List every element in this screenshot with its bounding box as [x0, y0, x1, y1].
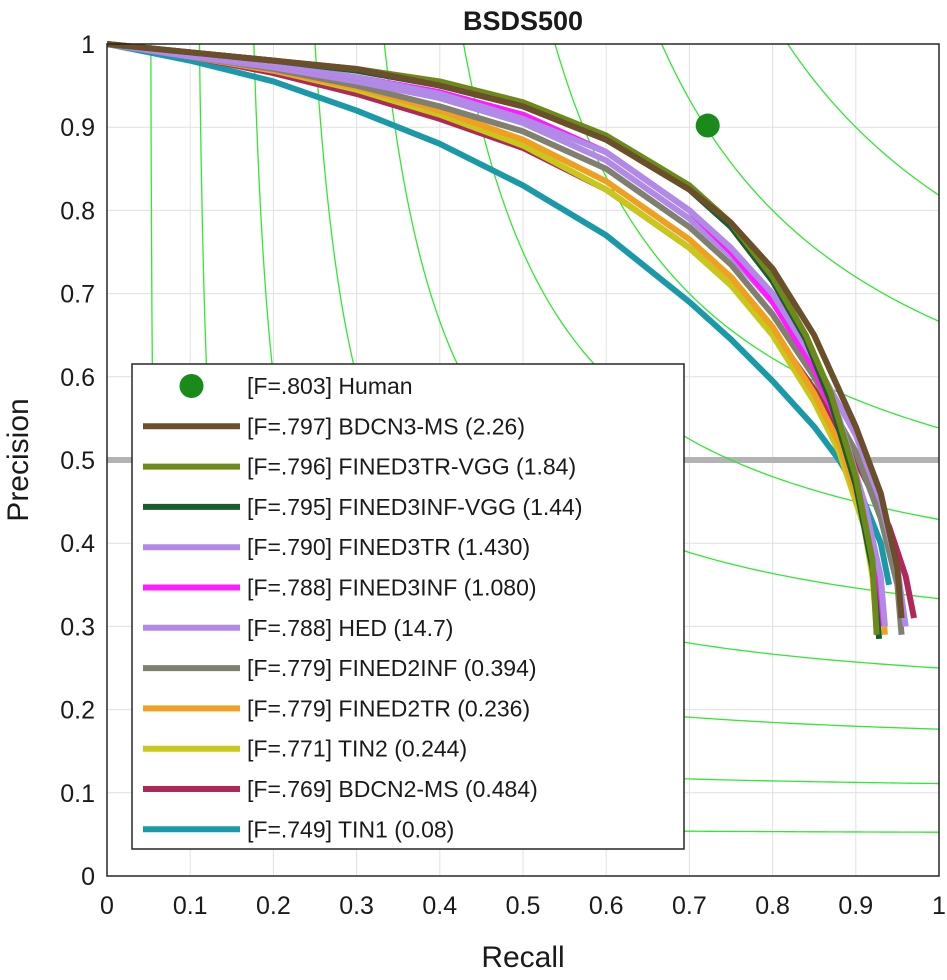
y-axis-title: Precision	[2, 398, 35, 521]
x-tick-label-4: 0.4	[422, 892, 457, 920]
x-tick-label-9: 0.9	[838, 892, 873, 920]
legend-human-label: [F=.803] Human	[247, 373, 413, 399]
legend-label-3: [F=.790] FINED3TR (1.430)	[247, 534, 530, 560]
series-line-0	[106, 41, 905, 619]
legend-label-8: [F=.771] TIN2 (0.244)	[247, 736, 467, 762]
series-layer	[106, 41, 917, 640]
legend-box	[131, 363, 685, 850]
x-tick-label-2: 0.2	[256, 892, 291, 920]
x-tick-label-3: 0.3	[339, 892, 374, 920]
legend-label-7: [F=.779] FINED2TR (0.236)	[247, 695, 530, 721]
y-tick-label-7: 0.7	[60, 281, 95, 309]
x-tick-label-5: 0.5	[506, 892, 541, 920]
y-tick-label-4: 0.4	[60, 530, 95, 558]
iso-f-line-0.9	[786, 44, 939, 196]
x-tick-label-10: 1	[932, 892, 946, 920]
legend-label-1: [F=.796] FINED3TR-VGG (1.84)	[247, 454, 576, 480]
tick-layer: 0 0.1 0.2 0.3 0.4 0.5 0.6 0.7 0.8 0.9 1 0 0.1 0.2 0.3 0…	[60, 31, 946, 920]
iso-f-line-0.7	[554, 44, 939, 429]
legend-label-2: [F=.795] FINED3INF-VGG (1.44)	[247, 494, 583, 520]
legend-items: [F=.803] Human [F=.797] BDCN3-MS (2.26) [F…	[143, 373, 583, 842]
y-tick-label-6: 0.6	[60, 364, 95, 392]
legend-label-6: [F=.779] FINED2INF (0.394)	[247, 655, 537, 681]
y-tick-label-2: 0.2	[60, 697, 95, 725]
y-tick-label-1: 0.1	[60, 780, 95, 808]
human-point	[695, 113, 720, 138]
iso-f-line-0.8	[660, 44, 939, 322]
legend-label-4: [F=.788] FINED3INF (1.080)	[247, 575, 537, 601]
y-tick-label-0: 0	[81, 863, 95, 891]
human-layer	[695, 113, 720, 138]
legend: [F=.803] Human [F=.797] BDCN3-MS (2.26) [F…	[131, 363, 685, 850]
x-tick-label-8: 0.8	[755, 892, 790, 920]
x-tick-label-1: 0.1	[173, 892, 208, 920]
x-tick-label-0: 0	[100, 892, 114, 920]
x-tick-label-7: 0.7	[672, 892, 707, 920]
legend-label-0: [F=.797] BDCN3-MS (2.26)	[247, 413, 525, 439]
x-axis-title: Recall	[481, 941, 564, 974]
legend-label-5: [F=.788] HED (14.7)	[247, 615, 453, 641]
y-tick-label-10: 1	[81, 31, 95, 59]
y-tick-label-3: 0.3	[60, 613, 95, 641]
legend-label-10: [F=.749] TIN1 (0.08)	[247, 816, 454, 842]
x-tick-label-6: 0.6	[589, 892, 624, 920]
legend-human-marker	[179, 374, 204, 398]
y-tick-label-5: 0.5	[60, 447, 95, 475]
plot-frame	[106, 43, 940, 877]
y-tick-label-8: 0.8	[60, 197, 95, 225]
chart-title: BSDS500	[463, 6, 583, 36]
legend-label-9: [F=.769] BDCN2-MS (0.484)	[247, 776, 538, 802]
y-tick-label-9: 0.9	[60, 114, 95, 142]
